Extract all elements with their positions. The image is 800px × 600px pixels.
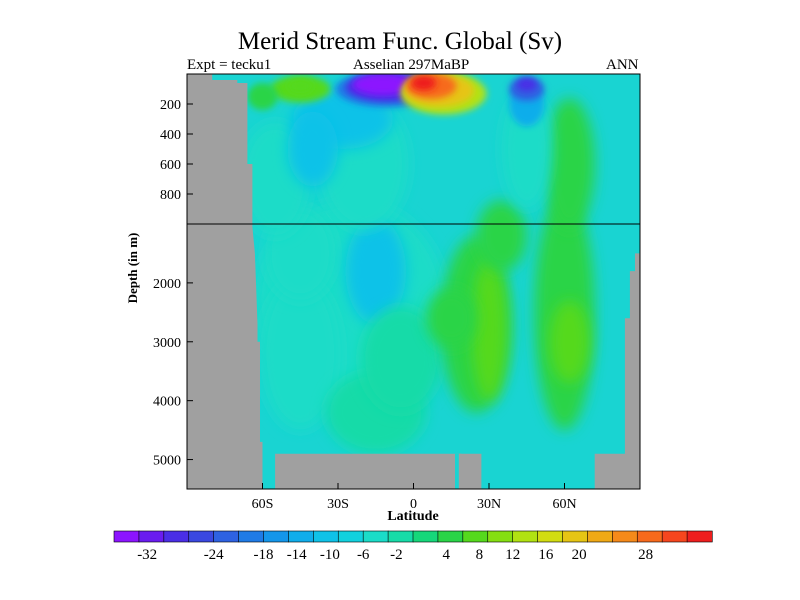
y-tick-label-600: 600	[160, 158, 181, 173]
colorbar-label--10: -10	[320, 547, 340, 563]
colorbar-swatch-6	[263, 530, 290, 543]
y-tick-label-800: 800	[160, 188, 181, 203]
colorbar-label--6: -6	[357, 547, 370, 563]
y-tick-label-4000: 4000	[153, 395, 181, 410]
colorbar-label-20: 20	[572, 547, 587, 563]
colorbar-swatch-10	[362, 530, 389, 543]
colorbar-swatch-7	[288, 530, 314, 543]
x-axis-label: Latitude	[387, 509, 439, 524]
ocean-gap	[455, 453, 459, 489]
colorbar-swatch-2	[163, 530, 190, 543]
colorbar-swatch-13	[437, 530, 464, 543]
colorbar-swatch-21	[636, 530, 663, 543]
x-tick-label-30S: 30S	[327, 497, 349, 512]
land-region-2	[458, 453, 482, 489]
stream-cell-21	[247, 83, 278, 110]
colorbar-swatch-23	[686, 530, 713, 543]
colorbar-swatch-1	[138, 530, 165, 543]
colorbar-label--24: -24	[204, 547, 224, 563]
land-mask	[187, 74, 640, 489]
colorbar-swatch-5	[238, 530, 265, 543]
stream-cell-28	[411, 75, 437, 91]
y-tick-label-2000: 2000	[153, 277, 181, 292]
y-tick-label-200: 200	[160, 98, 181, 113]
stream-cell-24	[353, 74, 414, 95]
y-tick-label-3000: 3000	[153, 336, 181, 351]
x-tick-label-60S: 60S	[252, 497, 274, 512]
x-tick-label-60N: 60N	[552, 497, 576, 512]
stream-cell-9	[360, 306, 442, 413]
colorbar-swatch-11	[387, 530, 414, 543]
stream-cell-12	[549, 300, 590, 383]
stream-cell-11	[544, 98, 595, 230]
y-tick-label-400: 400	[160, 128, 181, 143]
land-region-0	[187, 74, 263, 489]
colorbar-swatch-0	[113, 530, 140, 543]
stream-cell-20	[287, 78, 313, 94]
colorbar-label--32: -32	[137, 547, 157, 563]
colorbar-swatch-9	[337, 530, 364, 543]
colorbar-label--2: -2	[390, 547, 403, 563]
stream-cells	[239, 74, 595, 454]
x-tick-label-0: 0	[410, 497, 417, 512]
colorbar-swatch-14	[462, 530, 489, 543]
stream-cell-3	[345, 218, 406, 325]
colorbar-label-8: 8	[476, 547, 484, 563]
stream-cell-16	[476, 200, 527, 272]
y-tick-label-5000: 5000	[153, 454, 181, 469]
stream-cell-7	[287, 111, 338, 187]
y-ticks: 200 400 600 800 2000 3000 4000 5000	[153, 98, 193, 469]
colorbar-swatch-22	[661, 530, 688, 543]
colorbar-swatch-4	[213, 530, 240, 543]
land-region-1	[275, 453, 462, 489]
colorbar-swatch-17	[537, 530, 564, 543]
colorbar-swatch-15	[487, 530, 514, 543]
experiment-label: Expt = tecku1	[187, 57, 272, 73]
colorbar-label-16: 16	[538, 547, 554, 563]
stream-cell-14	[471, 259, 507, 401]
plot-area	[187, 74, 640, 489]
x-tick-label-30N: 30N	[477, 497, 501, 512]
colorbar-label-4: 4	[442, 547, 450, 563]
colorbar: -32 -24 -18 -14 -10 -6 -2 4 8 12 16 20 28	[113, 530, 713, 563]
colorbar-label-28: 28	[638, 547, 653, 563]
colorbar-swatch-3	[188, 530, 215, 543]
colorbar-label--18: -18	[254, 547, 274, 563]
stream-cell-1	[260, 277, 341, 431]
colorbar-label--14: -14	[287, 547, 307, 563]
colorbar-swatch-18	[562, 530, 589, 543]
colorbar-swatch-19	[587, 530, 613, 543]
stream-cell-30	[516, 77, 537, 92]
colorbar-swatch-12	[412, 530, 439, 543]
colorbar-swatch-16	[512, 530, 539, 543]
colorbar-swatch-20	[612, 530, 638, 543]
period-label: Asselian 297MaBP	[353, 57, 470, 73]
land-region-4	[624, 253, 640, 489]
chart-title: Merid Stream Func. Global (Sv)	[237, 28, 563, 55]
season-label: ANN	[606, 57, 639, 73]
x-ticks: 60S 30S 0 30N 60N	[252, 483, 577, 512]
colorbar-swatch-8	[313, 530, 339, 543]
colorbar-label-12: 12	[505, 547, 520, 563]
stream-cell-15	[426, 288, 477, 348]
